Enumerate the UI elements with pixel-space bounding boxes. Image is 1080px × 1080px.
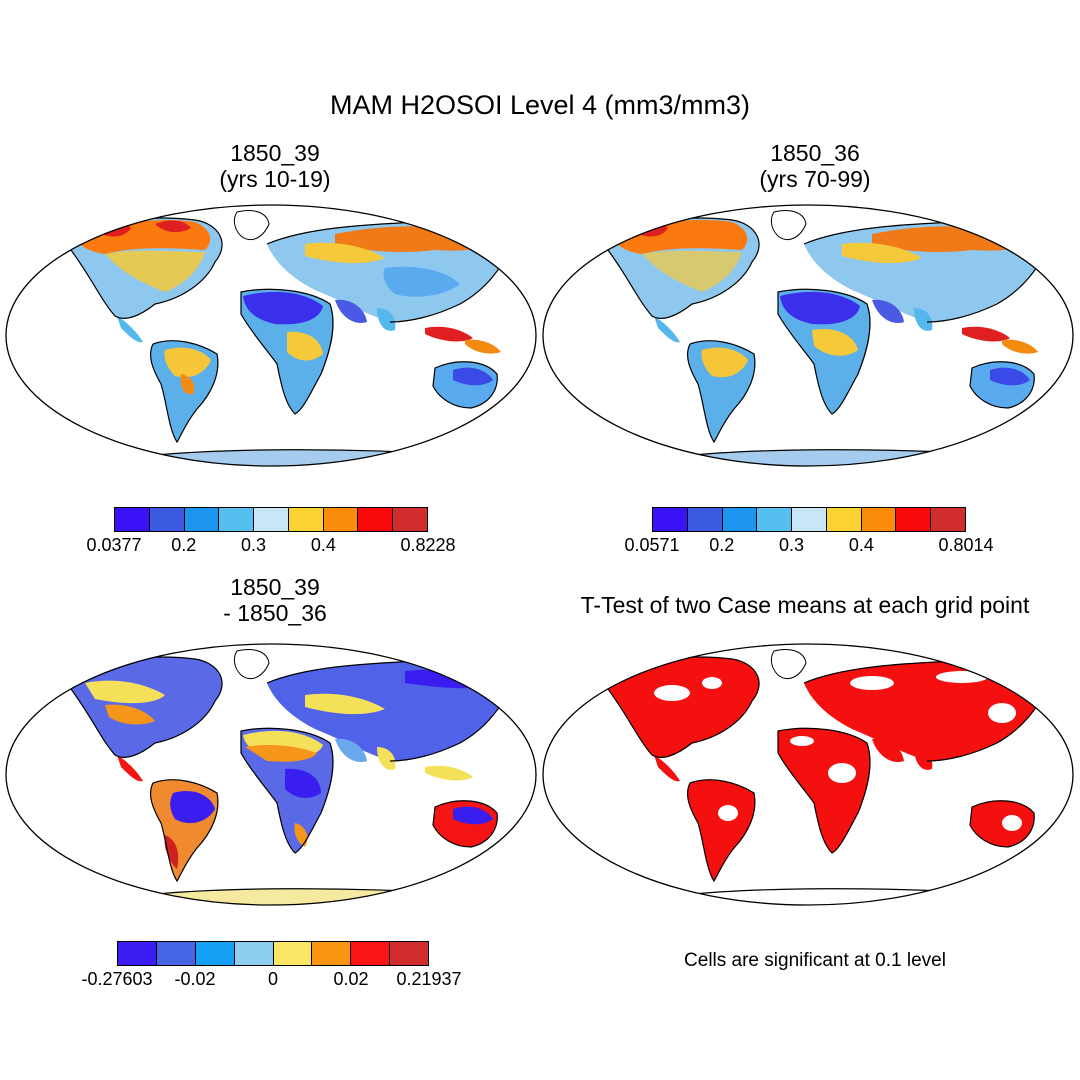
colorbar-top-right	[652, 507, 966, 532]
colorbar-tick-label: 0	[267, 969, 279, 989]
colorbar-tick-label: 0.2	[171, 535, 197, 555]
significance-note: Cells are significant at 0.1 level	[684, 950, 946, 971]
panel-title-bottom-right: T-Test of two Case means at each grid po…	[580, 592, 1030, 618]
colorbar-swatch	[653, 508, 688, 531]
panel-title-top-left: 1850_39 (yrs 10-19)	[125, 140, 425, 193]
colorbar-tick-label: 0.21937	[396, 969, 462, 989]
colorbar-swatch	[826, 508, 862, 531]
map-panel-mean-case-a	[5, 204, 537, 467]
colorbar-swatch	[288, 508, 324, 531]
land-fill	[65, 210, 510, 466]
colorbar-swatch	[219, 508, 255, 531]
colorbar-tick-label: 0.3	[779, 535, 805, 555]
colorbar-swatch	[323, 508, 359, 531]
colorbar-swatch	[722, 508, 758, 531]
panel-title-line1: 1850_39	[230, 140, 320, 166]
colorbar-tick-label: 0.0377	[86, 535, 142, 555]
colorbar-swatch	[149, 508, 185, 531]
colorbar-top-left	[114, 507, 428, 532]
map-frame	[5, 204, 537, 467]
colorbar-bottom-left	[117, 941, 429, 966]
land-fill	[65, 649, 510, 905]
map-frame	[542, 643, 1074, 906]
colorbar-tick-label: 0.8228	[400, 535, 456, 555]
panel-title-line2: - 1850_36	[223, 600, 327, 627]
panel-title-line1: 1850_39	[230, 574, 320, 600]
colorbar-swatch	[115, 508, 150, 531]
colorbar-swatch	[896, 508, 932, 531]
colorbar-swatch	[792, 508, 827, 531]
panel-title-line2: (yrs 10-19)	[219, 166, 331, 193]
colorbar-swatch	[184, 508, 220, 531]
colorbar-tick-label: 0.8014	[938, 535, 994, 555]
colorbar-tick-label: 0.3	[241, 535, 267, 555]
colorbar-swatch	[358, 508, 394, 531]
colorbar-swatch	[234, 942, 274, 965]
colorbar-swatch	[273, 942, 313, 965]
colorbar-swatch	[390, 942, 428, 965]
colorbar-swatch	[687, 508, 723, 531]
coastlines	[64, 217, 511, 457]
colorbar-tick-label: 0.4	[310, 535, 336, 555]
colorbar-tick-label: -0.27603	[81, 969, 153, 989]
map-panel-ttest-significance	[542, 643, 1074, 906]
map-panel-difference	[5, 643, 537, 906]
colorbar-tick-label: 0.4	[848, 535, 874, 555]
colorbar-tick-label: 0.0571	[624, 535, 680, 555]
panel-title-top-right: 1850_36 (yrs 70-99)	[665, 140, 965, 193]
colorbar-tick-label: 0.02	[333, 969, 369, 989]
colorbar-tick-label: -0.02	[174, 969, 216, 989]
colorbar-swatch	[351, 942, 391, 965]
land-fill	[602, 210, 1047, 466]
panel-title-bottom-left: 1850_39 - 1850_36	[125, 574, 425, 627]
colorbar-swatch	[393, 508, 428, 531]
colorbar-swatch	[118, 942, 157, 965]
non-significant-gaps	[654, 671, 1022, 831]
figure-title: MAM H2OSOI Level 4 (mm3/mm3)	[329, 90, 751, 120]
colorbar-swatch	[861, 508, 897, 531]
significant-cells	[602, 649, 1047, 881]
colorbar-swatch	[254, 508, 289, 531]
map-frame	[5, 643, 537, 906]
colorbar-swatch	[312, 942, 352, 965]
panel-title-line1: 1850_36	[770, 140, 860, 166]
colorbar-swatch	[757, 508, 793, 531]
map-frame	[542, 204, 1074, 467]
map-panel-mean-case-b	[542, 204, 1074, 467]
panel-title-line2: (yrs 70-99)	[759, 166, 871, 193]
colorbar-swatch	[156, 942, 196, 965]
colorbar-swatch	[931, 508, 966, 531]
colorbar-swatch	[195, 942, 235, 965]
colorbar-tick-label: 0.2	[709, 535, 735, 555]
